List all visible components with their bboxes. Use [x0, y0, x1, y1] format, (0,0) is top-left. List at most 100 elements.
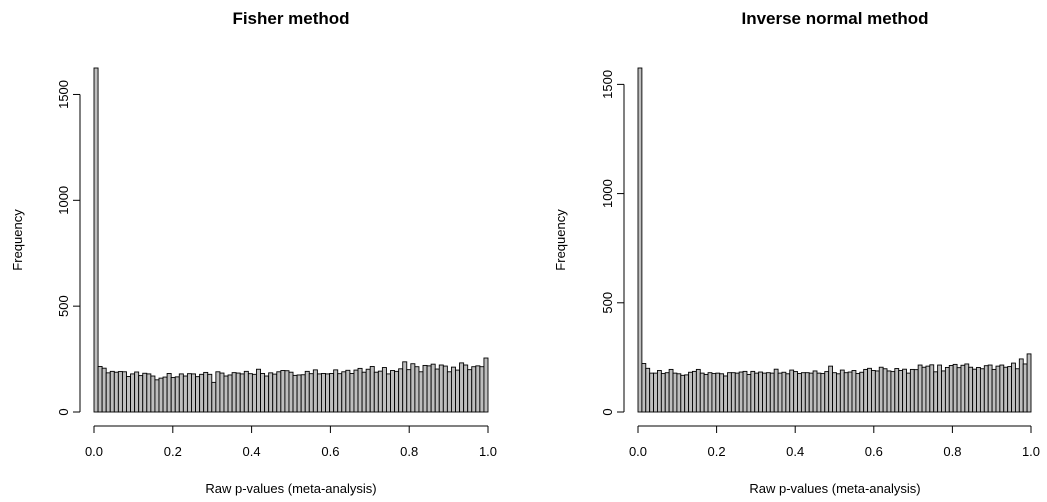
histogram-bar — [808, 372, 814, 413]
histogram-bar — [369, 366, 375, 413]
histogram-bar — [353, 369, 359, 413]
histogram-bar — [828, 365, 833, 413]
histogram-bar — [824, 371, 830, 413]
histogram-bar — [463, 364, 469, 413]
x-tick-label: 0.8 — [400, 444, 418, 459]
histogram-bar — [199, 373, 205, 413]
histogram-bar — [754, 372, 760, 413]
histogram-bar — [855, 373, 861, 413]
y-tick-label: 1500 — [56, 80, 71, 109]
histogram-bar — [851, 370, 857, 413]
histogram-bar — [361, 371, 367, 413]
chart-title: Fisher method — [232, 9, 349, 28]
histogram-bar — [231, 372, 237, 413]
histogram-bar — [247, 373, 253, 413]
x-tick-label: 0.8 — [943, 444, 961, 459]
histogram-bar — [186, 373, 192, 413]
histogram-bar — [402, 361, 408, 413]
histogram-bar — [260, 373, 266, 413]
histogram-bar — [138, 375, 144, 413]
histogram-bar — [742, 370, 748, 413]
bars-group — [637, 67, 1032, 413]
histogram-bar — [312, 369, 318, 413]
histogram-bar — [649, 372, 655, 413]
histogram-bar — [692, 370, 697, 413]
histogram-bar — [113, 371, 119, 413]
histogram-bar — [983, 365, 989, 413]
histogram-bar — [832, 372, 837, 413]
y-tick-label: 1000 — [600, 179, 615, 208]
histogram-bar — [800, 372, 806, 413]
inverse-normal-histogram-panel: Inverse normal method Raw p-values (meta… — [553, 9, 1040, 496]
histogram-bar — [1022, 363, 1028, 413]
histogram-bar — [239, 373, 245, 413]
histogram-bar — [867, 367, 872, 413]
histogram-bar — [174, 376, 180, 413]
histogram-bar — [426, 365, 432, 413]
histogram-bar — [719, 373, 725, 413]
histogram-bar — [109, 370, 115, 413]
histogram-bar — [695, 368, 701, 413]
histogram-bar — [797, 373, 802, 413]
histogram-bar — [843, 372, 849, 413]
x-tick-label: 1.0 — [1022, 444, 1040, 459]
histogram-bar — [195, 376, 201, 413]
histogram-bar — [785, 373, 791, 413]
histogram-bar — [699, 372, 705, 413]
x-tick-label: 0.4 — [786, 444, 804, 459]
histogram-bar — [664, 372, 670, 413]
histogram-bar — [816, 372, 822, 413]
histogram-bar — [991, 368, 997, 413]
histogram-bar — [820, 373, 826, 413]
histogram-bar — [479, 366, 485, 413]
histogram-bar — [645, 367, 651, 413]
x-axis: 0.0 0.2 0.4 0.6 0.8 1.0 — [629, 425, 1040, 459]
histogram-bar — [960, 364, 966, 413]
histogram-bar — [215, 371, 221, 413]
histogram-bar — [483, 357, 489, 413]
histogram-bar — [146, 373, 152, 413]
y-tick-label: 500 — [56, 295, 71, 317]
histogram-bar — [430, 363, 436, 413]
histogram-bar — [723, 375, 728, 413]
y-axis-label: Frequency — [553, 209, 568, 271]
histogram-bar — [660, 373, 666, 413]
histogram-bar — [97, 366, 103, 413]
histogram-bar — [707, 372, 713, 413]
histogram-bar — [765, 372, 771, 413]
histogram-bar — [284, 370, 290, 413]
histogram-bar — [925, 365, 931, 413]
x-tick-label: 0.2 — [164, 444, 182, 459]
histogram-bar — [227, 374, 233, 413]
histogram-bar — [410, 363, 416, 413]
histogram-bar — [921, 366, 927, 413]
histogram-bar — [859, 371, 865, 413]
histogram-bar — [987, 364, 993, 413]
histogram-bar — [738, 371, 744, 413]
histogram-bar — [933, 371, 939, 413]
histogram-bar — [793, 371, 798, 413]
histogram-bar — [913, 369, 919, 413]
histogram-bar — [166, 373, 172, 413]
histogram-bar — [839, 369, 845, 413]
histogram-bar — [769, 372, 775, 413]
histogram-bar — [668, 368, 674, 413]
histogram-bar — [377, 370, 383, 413]
x-axis-label: Raw p-values (meta-analysis) — [205, 481, 376, 496]
histogram-bar — [316, 373, 322, 413]
histogram-bar — [203, 371, 209, 413]
histogram-bar — [836, 373, 841, 413]
y-tick-label: 0 — [56, 408, 71, 415]
histogram-bar — [422, 364, 428, 413]
bars-group — [93, 67, 489, 413]
histogram-bar — [847, 371, 853, 413]
histogram-bar — [882, 368, 888, 413]
histogram-bar — [653, 372, 658, 413]
histogram-bar — [804, 372, 810, 413]
histogram-bar — [178, 373, 184, 413]
histogram-bar — [341, 371, 347, 413]
histogram-bar — [373, 371, 379, 413]
histogram-bar — [272, 373, 278, 413]
histogram-bar — [130, 373, 136, 413]
histogram-bar — [657, 370, 662, 413]
